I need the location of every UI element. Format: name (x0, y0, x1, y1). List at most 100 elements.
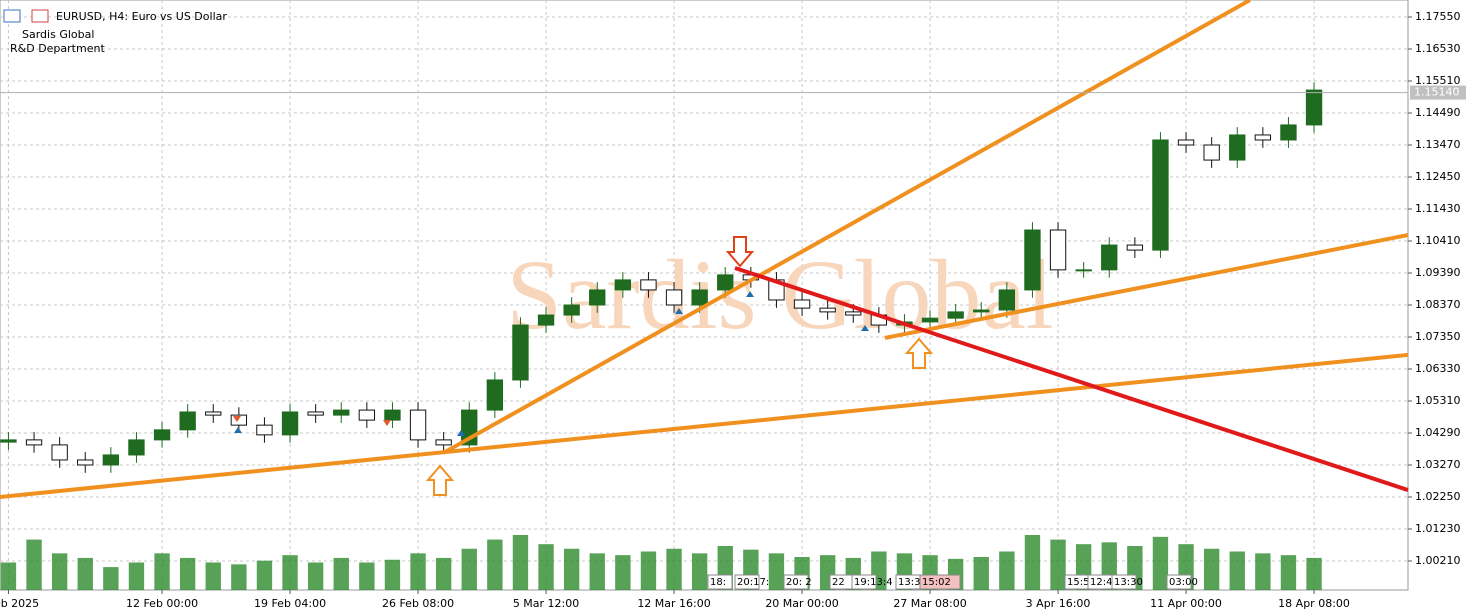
volume-bar (231, 564, 247, 590)
x-tick-label: 12 Mar 16:00 (637, 597, 710, 610)
object-label: 20:17: (737, 577, 769, 588)
volume-bar (973, 557, 989, 590)
small-arrow (383, 420, 391, 426)
candle-body (998, 289, 1016, 311)
small-arrow (233, 416, 241, 422)
volume-bar (359, 562, 375, 590)
candle-body (102, 454, 120, 466)
volume-bar (205, 562, 221, 590)
candle-body (973, 309, 990, 313)
object-label: 15:5 (1067, 577, 1089, 588)
volume-bar (1152, 536, 1169, 590)
candle-body (1024, 229, 1041, 291)
x-tick-label: 20 Mar 00:00 (765, 597, 838, 610)
volume-bar (103, 567, 119, 590)
y-tick-label: 1.00210 (1415, 554, 1461, 567)
volume-bar (1255, 553, 1271, 590)
candle-body (665, 289, 683, 306)
object-label-box (919, 574, 961, 590)
trendline (734, 266, 1409, 492)
chart-title: EURUSD, H4: Euro vs US Dollar (56, 10, 227, 23)
candle-body (51, 444, 68, 461)
object-label: 13:30 (1114, 577, 1143, 588)
x-tick-label: 4 Feb 2025 (0, 597, 39, 610)
volume-bar (691, 553, 708, 590)
candle-body (845, 311, 862, 316)
y-tick-label: 1.08370 (1415, 298, 1461, 311)
candle-body (614, 279, 632, 291)
candle-body (230, 414, 248, 426)
small-arrow (675, 308, 683, 314)
candle-body (589, 289, 606, 306)
volume-bar (615, 555, 631, 590)
volume-bar (768, 553, 785, 590)
volume-bar (1280, 555, 1297, 590)
candle-body (1126, 244, 1144, 251)
trendline-layer (0, 0, 1409, 499)
object-label: 12:4 (1090, 577, 1112, 588)
y-tick-label: 1.09390 (1415, 266, 1461, 279)
x-tick-label: 12 Feb 00:00 (126, 597, 198, 610)
y-tick-label: 1.13470 (1415, 138, 1461, 151)
down-arrow (725, 236, 755, 268)
y-tick-label: 1.10410 (1415, 234, 1461, 247)
volume-bar (1229, 551, 1245, 590)
candle-body (793, 299, 811, 309)
object-label-box (734, 574, 760, 590)
candle-body (1101, 244, 1118, 271)
volume-bar (1024, 535, 1041, 590)
candle-body (205, 411, 222, 416)
candle-body (537, 314, 555, 326)
current-price-box (1410, 85, 1466, 100)
volume-bar (1203, 548, 1220, 590)
candle-body (435, 439, 452, 446)
candle-body (153, 429, 171, 441)
icon (3, 9, 21, 23)
volume-bar (256, 560, 273, 590)
y-tick-label: 1.16530 (1415, 42, 1461, 55)
candle-body (128, 439, 145, 456)
candle-body (640, 279, 657, 291)
candle-body (384, 409, 401, 421)
object-label-box (851, 574, 877, 590)
candle-layer (0, 82, 1323, 473)
volume-bar (666, 548, 682, 590)
object-label: 20: 2 (786, 577, 812, 588)
object-label-box (1111, 574, 1137, 590)
x-tick-label: 11 Apr 00:00 (1150, 597, 1222, 610)
x-tick-label: 3 Apr 16:00 (1026, 597, 1091, 610)
volume-bar (128, 562, 145, 590)
subtitle: R&D Department (10, 42, 105, 55)
y-tick-label: 1.01230 (1415, 522, 1461, 535)
volume-bar (77, 557, 93, 590)
candle-body (1305, 89, 1323, 126)
candle-body (1177, 139, 1195, 146)
candle-body (1203, 144, 1220, 161)
candle-body (179, 411, 196, 431)
volume-bar (999, 551, 1015, 590)
volume-bar (1050, 539, 1066, 590)
small-arrow (861, 325, 869, 331)
trendline (442, 0, 1252, 455)
y-tick-label: 1.03270 (1415, 458, 1461, 471)
small-arrow (234, 427, 242, 433)
object-label: 15:02 (922, 577, 951, 588)
volume-bar (179, 557, 196, 590)
y-tick-label: 1.17550 (1415, 10, 1461, 23)
x-tick-label: 5 Mar 12:00 (513, 597, 579, 610)
volume-bar (0, 562, 17, 590)
icon (31, 9, 49, 23)
candle-body (358, 409, 376, 421)
volume-bar (1306, 557, 1322, 590)
candle-body (1280, 124, 1297, 141)
up-arrow (425, 464, 455, 496)
volume-bar (435, 557, 452, 590)
candle-body (563, 304, 580, 316)
volume-bar (26, 539, 42, 590)
y-tick-label: 1.12450 (1415, 170, 1461, 183)
candle-body (1229, 134, 1246, 161)
x-tick-label: 26 Feb 08:00 (382, 597, 454, 610)
up-arrow (904, 337, 934, 369)
candle-body (512, 324, 529, 381)
